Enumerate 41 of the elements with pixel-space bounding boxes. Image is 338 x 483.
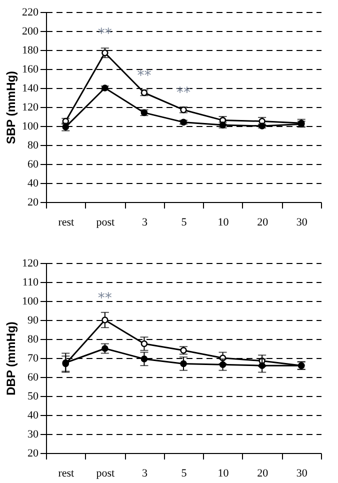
y-tick-label: 60 bbox=[28, 372, 39, 384]
x-tick-label: 5 bbox=[181, 216, 188, 228]
y-tick-label: 100 bbox=[22, 296, 39, 308]
x-tick-label: 20 bbox=[257, 216, 269, 228]
y-tick-label: 140 bbox=[22, 82, 39, 94]
y-axis-title: DBP (mmHg) bbox=[4, 322, 18, 396]
y-tick-label: 220 bbox=[22, 6, 39, 18]
x-tick-label: 3 bbox=[142, 468, 148, 480]
y-tick-label: 80 bbox=[28, 334, 39, 346]
annotation: ** bbox=[98, 290, 112, 306]
x-tick-label: 30 bbox=[296, 468, 308, 480]
y-tick-label: 120 bbox=[22, 258, 39, 270]
y-tick-label: 20 bbox=[28, 448, 39, 460]
x-tick-label: post bbox=[96, 216, 115, 228]
x-tick-label: rest bbox=[58, 468, 74, 480]
annotation: ** bbox=[176, 85, 190, 101]
y-tick-label: 70 bbox=[28, 352, 39, 364]
y-tick-label: 110 bbox=[22, 276, 39, 288]
y-tick-label: 160 bbox=[22, 64, 39, 76]
y-tick-label: 200 bbox=[22, 26, 39, 38]
y-tick-label: 30 bbox=[28, 428, 39, 440]
annotation: ** bbox=[137, 68, 152, 84]
x-tick-label: 5 bbox=[181, 468, 188, 480]
y-axis-title: SBP (mmHg) bbox=[4, 70, 18, 144]
y-tick-label: 40 bbox=[28, 410, 39, 422]
y-tick-label: 60 bbox=[28, 158, 39, 170]
x-tick-label: rest bbox=[58, 216, 74, 228]
y-tick-label: 80 bbox=[28, 140, 39, 152]
y-tick-label: 50 bbox=[28, 390, 39, 402]
y-tick-label: 100 bbox=[22, 120, 39, 132]
y-tick-label: 90 bbox=[28, 314, 39, 326]
x-tick-label: 3 bbox=[142, 216, 148, 228]
y-tick-label: 20 bbox=[28, 196, 39, 208]
x-tick-label: 10 bbox=[218, 216, 230, 228]
x-tick-label: post bbox=[96, 468, 115, 480]
x-tick-label: 10 bbox=[218, 468, 230, 480]
y-tick-label: 40 bbox=[28, 178, 39, 190]
y-tick-label: 120 bbox=[22, 102, 39, 114]
x-tick-label: 30 bbox=[296, 216, 308, 228]
y-tick-label: 180 bbox=[22, 44, 39, 56]
x-tick-label: 20 bbox=[257, 468, 269, 480]
